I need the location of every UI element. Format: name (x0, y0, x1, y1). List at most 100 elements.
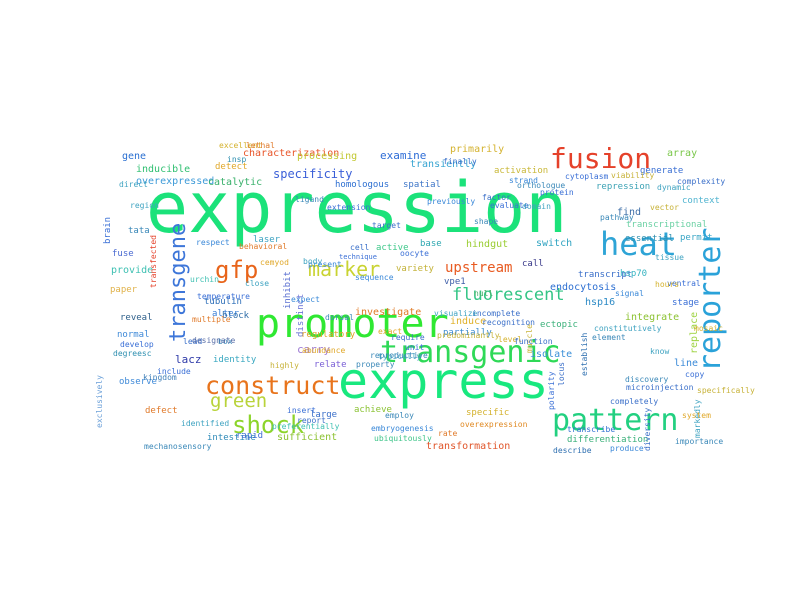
word-repression: repression (596, 182, 650, 192)
word-report: report (297, 416, 326, 425)
word-previously: previously (427, 197, 475, 206)
word-markedly: markedly (693, 399, 702, 438)
word-property: property (356, 360, 395, 369)
word-embryogenesis: embryogenesis (371, 424, 434, 433)
word-identified: identified (181, 419, 229, 428)
word-distinct: distinct (296, 294, 306, 337)
word-excellent: excellent (219, 141, 263, 150)
word-shock: shock (232, 411, 305, 439)
word-sufficient: sufficient (277, 432, 337, 443)
word-variety: variety (396, 264, 435, 274)
word-urchin: urchin (190, 275, 219, 284)
word-transgenic: transgenic (380, 335, 561, 370)
word-muscle: muscle (525, 324, 534, 353)
word-degreesc: degreesc (113, 349, 152, 358)
word-differentiation: differentiation (567, 435, 648, 445)
word-recognition: recognition (482, 318, 535, 327)
word-unit: unit (405, 343, 424, 352)
word-alter: alter (212, 309, 240, 319)
word-partially: partially (443, 328, 492, 338)
word-expression: expression (146, 167, 567, 249)
word-viability: viability (611, 171, 655, 180)
word-sequence: sequence (355, 273, 394, 282)
word-overexpressed: overexpressed (136, 176, 214, 187)
word-homologous: homologous (335, 180, 389, 190)
word-spatial: spatial (403, 180, 441, 190)
word-lethal: lethal (246, 141, 275, 150)
word-induce: induce (450, 316, 486, 327)
word-reproductive: reproductive (370, 351, 428, 360)
word-call: call (522, 259, 544, 269)
word-gene: gene (122, 151, 146, 162)
word-processing: processing (297, 151, 357, 162)
word-pattern: pattern (552, 403, 678, 438)
word-inducible: inducible (136, 164, 190, 175)
word-hsp16: hsp16 (585, 297, 615, 308)
word-discovery: discovery (625, 375, 669, 384)
word-temperature: temperature (197, 292, 250, 301)
word-dynamic: dynamic (657, 183, 691, 192)
word-express: express (338, 352, 549, 410)
word-lacz: lacz (175, 353, 202, 366)
word-laser: laser (253, 235, 281, 245)
word-carry: carry (297, 343, 330, 356)
word-transfected: transfected (149, 235, 158, 288)
word-defect: defect (145, 406, 178, 416)
word-mechanosensory: mechanosensory (144, 442, 212, 451)
word-examine: examine (380, 149, 426, 162)
word-predominantly: predominantly (437, 331, 500, 340)
word-insert: insert (287, 406, 316, 415)
word-fusion: fusion (550, 142, 651, 175)
word-exclusively: exclusively (95, 375, 104, 428)
word-require: require (391, 333, 425, 342)
word-upstream: upstream (445, 260, 512, 276)
word-employ: employ (385, 411, 414, 420)
word-find: find (617, 207, 641, 218)
word-hindgut: hindgut (466, 239, 508, 250)
word-respect: respect (196, 238, 230, 247)
word-strand: strand (509, 176, 538, 185)
word-include: include (157, 367, 191, 376)
word-direct: direct (119, 180, 148, 189)
word-locus: locus (557, 362, 566, 386)
word-multiple: multiple (192, 315, 231, 324)
word-establish: establish (580, 332, 589, 376)
word-line: line (674, 358, 698, 369)
word-typically: typically (378, 352, 422, 361)
word-null: null (474, 289, 493, 298)
word-switch: switch (536, 238, 572, 249)
word-catalytic: catalytic (208, 177, 262, 188)
word-produce: produce (610, 444, 644, 453)
word-preferentially: preferentially (272, 422, 340, 431)
word-reporter: reporter (693, 228, 728, 373)
word-cell: cell (350, 243, 369, 252)
word-reveal: reveal (120, 313, 153, 323)
word-designate: designate (192, 336, 236, 345)
word-marker: marker (308, 257, 380, 281)
word-overexpression: overexpression (460, 420, 528, 429)
word-permit: permit (680, 233, 713, 243)
word-behavioral: behavioral (239, 242, 287, 251)
word-paper: paper (110, 285, 138, 295)
word-stage: stage (672, 298, 699, 308)
word-ectopic: ectopic (540, 320, 578, 330)
word-primarily: primarily (450, 144, 504, 155)
word-transcribe: transcribe (567, 425, 615, 434)
word-insp: insp (227, 155, 246, 164)
word-mosaic: mosaic (694, 324, 723, 333)
word-context: context (682, 196, 720, 206)
word-abundance: abundance (302, 346, 346, 355)
word-element: element (592, 333, 626, 342)
word-lead: lead (183, 337, 202, 346)
word-cemyod: cemyod (260, 258, 289, 267)
word-ubiquitously: ubiquitously (374, 434, 432, 443)
word-constitutively: constitutively (594, 324, 662, 333)
word-endocytosis: endocytosis (550, 282, 616, 293)
word-generate: generate (640, 166, 683, 176)
word-expect: expect (291, 295, 320, 304)
word-rate: rate (438, 429, 457, 438)
word-highly: highly (270, 361, 299, 370)
word-tubulin: tubulin (204, 297, 242, 307)
word-describe: describe (553, 446, 592, 455)
word-active: active (376, 243, 409, 253)
